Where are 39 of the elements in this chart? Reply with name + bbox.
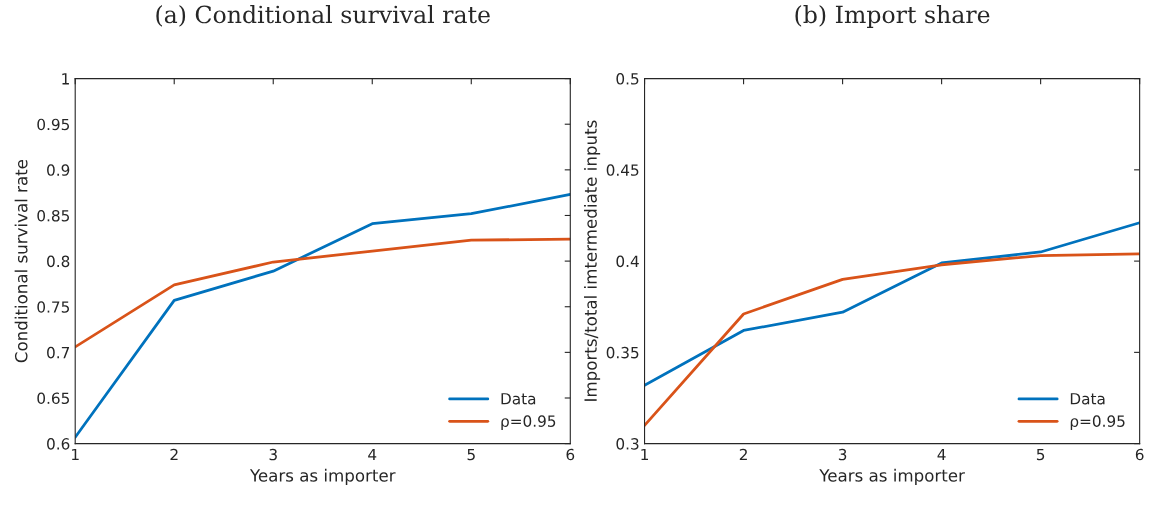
legend-label: Data: [1070, 393, 1105, 405]
x-tick-label: 6: [566, 448, 575, 461]
y-tick-label: 0.9: [47, 164, 70, 176]
x-axis-title: Years as importer: [249, 468, 396, 485]
y-tick-label: 0.5: [616, 73, 639, 85]
legend-label: ρ=0.95: [501, 415, 556, 430]
x-tick-label: 4: [368, 448, 377, 461]
line-series: [75, 193, 571, 439]
x-tick-label: 1: [641, 448, 649, 461]
line-series: [644, 221, 1140, 387]
x-axis-title: Years as importer: [819, 468, 965, 485]
chart-title: (b) Import share: [795, 5, 990, 28]
y-axis-title: Conditional survival rate: [14, 159, 28, 363]
y-tick-label: 0.6: [47, 438, 70, 450]
y-axis-title: Imports/total imtermediate inputs: [583, 120, 601, 401]
y-tick-label: 0.35: [606, 346, 639, 359]
line-series: [75, 237, 571, 349]
y-tick-label: 0.4: [616, 255, 639, 268]
x-tick-label: 3: [269, 448, 277, 461]
y-tick-label: 0.3: [616, 438, 639, 450]
legend-label: Data: [501, 393, 536, 405]
x-tick-label: 1: [72, 448, 79, 461]
y-tick-label: 0.65: [37, 392, 70, 405]
chart-title: (a) Conditional survival rate: [156, 5, 490, 27]
x-tick-label: 3: [838, 448, 847, 461]
x-tick-label: 5: [1036, 448, 1045, 461]
y-tick-label: 0.95: [37, 118, 70, 131]
x-tick-label: 2: [170, 448, 178, 461]
x-tick-label: 2: [739, 448, 747, 461]
y-tick-label: 0.85: [37, 209, 70, 222]
y-tick-label: 0.75: [37, 301, 70, 313]
x-tick-label: 6: [1135, 448, 1144, 461]
x-tick-label: 5: [467, 448, 475, 461]
y-tick-label: 0.7: [47, 346, 70, 359]
y-tick-label: 1: [62, 73, 69, 85]
legend-label: ρ=0.95: [1070, 415, 1125, 430]
x-tick-label: 4: [937, 448, 946, 461]
y-tick-label: 0.45: [606, 164, 639, 176]
y-tick-label: 0.8: [47, 255, 70, 268]
